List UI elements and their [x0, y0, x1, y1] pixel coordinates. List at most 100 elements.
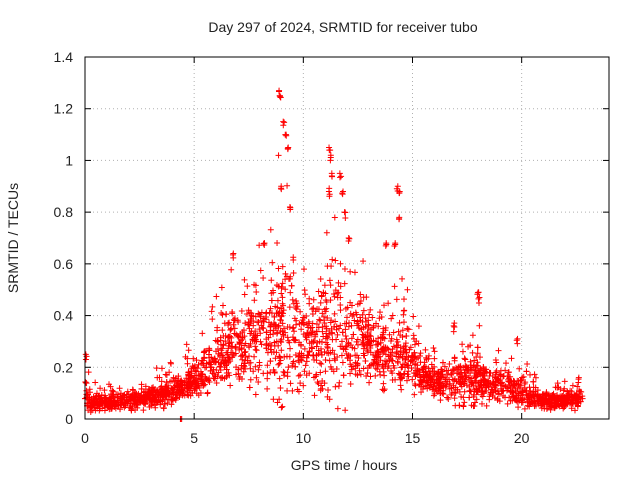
data-point	[293, 306, 300, 313]
data-point	[445, 396, 452, 403]
data-point	[220, 341, 227, 348]
data-point	[339, 329, 346, 336]
data-point	[461, 399, 468, 406]
data-point	[200, 355, 207, 362]
data-point	[511, 380, 518, 387]
data-point	[492, 387, 499, 394]
data-point	[431, 348, 438, 355]
peak-point	[277, 94, 284, 101]
data-point	[357, 291, 364, 298]
peak-point	[474, 289, 481, 296]
data-point	[239, 329, 246, 336]
data-point	[309, 311, 316, 318]
data-point	[374, 353, 381, 360]
data-point	[285, 364, 292, 371]
data-point	[466, 394, 473, 401]
data-point	[273, 310, 280, 317]
data-point	[377, 357, 384, 364]
data-point	[213, 358, 220, 365]
data-point	[449, 390, 456, 397]
data-point	[410, 335, 417, 342]
data-point	[332, 257, 339, 264]
data-point	[397, 371, 404, 378]
data-point	[97, 405, 104, 412]
data-point	[258, 322, 265, 329]
data-point	[321, 317, 328, 324]
data-point	[360, 339, 367, 346]
data-point	[206, 347, 213, 354]
data-point	[130, 395, 137, 402]
data-point	[215, 338, 222, 345]
data-point	[276, 309, 283, 316]
data-point	[463, 363, 470, 370]
data-point	[467, 342, 474, 349]
data-point	[317, 317, 324, 324]
data-point	[317, 276, 324, 283]
data-point	[151, 393, 158, 400]
data-point	[423, 356, 430, 363]
data-point	[252, 336, 259, 343]
data-point	[264, 362, 271, 369]
data-point	[502, 360, 509, 367]
data-point	[361, 342, 368, 349]
data-point	[82, 379, 89, 386]
data-point	[503, 384, 510, 391]
y-tick-label: 0.4	[54, 308, 74, 324]
data-point	[96, 399, 103, 406]
data-point	[411, 341, 418, 348]
data-point	[256, 242, 263, 249]
data-point	[313, 371, 320, 378]
data-point	[116, 385, 123, 392]
data-point	[252, 346, 259, 353]
data-point	[376, 309, 383, 316]
data-point	[114, 395, 121, 402]
data-point	[396, 354, 403, 361]
data-point	[195, 361, 202, 368]
data-point	[111, 403, 118, 410]
data-point	[223, 311, 230, 318]
data-point	[444, 394, 451, 401]
data-point	[519, 388, 526, 395]
data-point	[179, 381, 186, 388]
peak-point	[230, 254, 237, 261]
data-point	[223, 366, 230, 373]
data-point	[417, 350, 424, 357]
data-point	[470, 362, 477, 369]
data-point	[350, 311, 357, 318]
data-point	[339, 359, 346, 366]
data-point	[512, 387, 519, 394]
data-point	[220, 302, 227, 309]
data-point	[209, 316, 216, 323]
data-point	[250, 332, 257, 339]
peak-point	[575, 379, 582, 386]
data-point	[293, 297, 300, 304]
y-tick-label: 1.4	[54, 49, 74, 65]
data-point	[334, 353, 341, 360]
data-point	[290, 336, 297, 343]
data-point	[427, 375, 434, 382]
data-point	[225, 320, 232, 327]
data-point	[125, 396, 132, 403]
data-point	[502, 383, 509, 390]
data-point	[370, 361, 377, 368]
data-point	[260, 315, 267, 322]
data-point	[282, 286, 289, 293]
data-point	[430, 372, 437, 379]
data-point	[85, 369, 92, 376]
data-point	[495, 377, 502, 384]
data-point	[236, 339, 243, 346]
peak-point	[475, 295, 482, 302]
data-point	[260, 274, 267, 281]
data-point	[250, 313, 257, 320]
data-point	[191, 364, 198, 371]
data-point	[396, 319, 403, 326]
data-point	[411, 349, 418, 356]
data-point	[319, 328, 326, 335]
data-point	[238, 346, 245, 353]
data-point	[300, 382, 307, 389]
data-point	[273, 282, 280, 289]
data-point	[338, 338, 345, 345]
data-point	[417, 359, 424, 366]
data-point	[356, 300, 363, 307]
data-point	[377, 339, 384, 346]
